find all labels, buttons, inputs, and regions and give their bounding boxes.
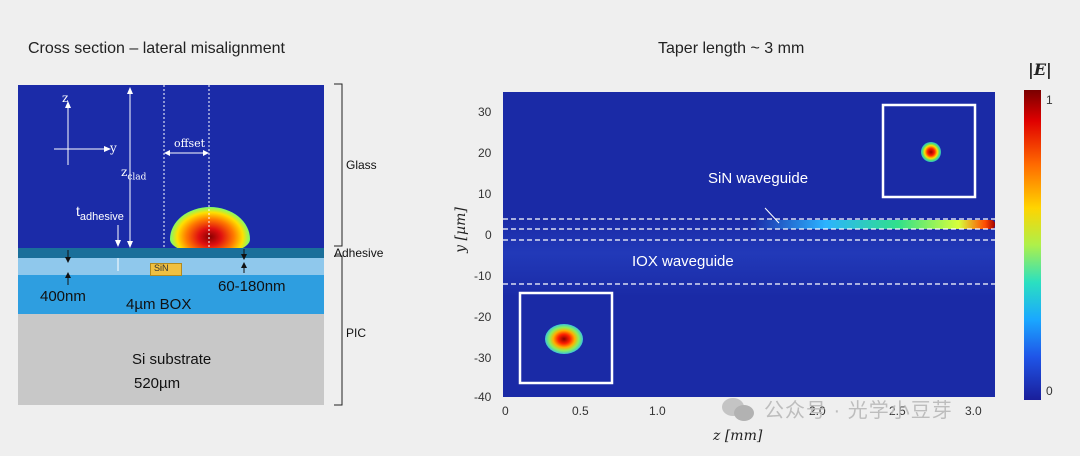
substrate-thickness-label: 520µm <box>134 375 181 392</box>
axis-y-label: y <box>110 141 117 155</box>
x-tick: 2.0 <box>809 404 826 418</box>
adhesive-layer <box>18 248 324 258</box>
plot-overlays <box>503 103 995 385</box>
dim-400nm-label: 400nm <box>40 288 86 305</box>
wechat-icon <box>722 396 756 422</box>
axis-z-label: z <box>62 91 69 105</box>
y-tick: 30 <box>478 105 492 119</box>
cross-section-title: Cross section – lateral misalignment <box>28 40 285 57</box>
t-adhesive-main: t <box>76 203 80 219</box>
iox-waveguide-annotation: IOX waveguide <box>632 253 734 270</box>
field-plot: SiN waveguide IOX waveguide <box>503 92 995 397</box>
inset-mode-iox <box>545 324 583 354</box>
x-tick: 1.0 <box>649 404 666 418</box>
cross-section-diagram: SiN z y offset zclad <box>18 85 324 405</box>
inset-mode-sin <box>921 142 941 162</box>
colorbar-min-label: 0 <box>1046 384 1053 398</box>
colorbar-title: |E| <box>1028 60 1052 79</box>
sin-label: SiN <box>154 263 169 273</box>
sin-core <box>150 263 182 276</box>
side-label-glass: Glass <box>346 158 377 172</box>
z-clad-main: z <box>121 165 128 179</box>
plot-title: Taper length ~ 3 mm <box>658 40 805 57</box>
y-tick: 20 <box>478 146 492 160</box>
y-tick: -30 <box>474 351 492 365</box>
sin-waveguide-annotation: SiN waveguide <box>708 170 809 187</box>
z-clad-sub: clad <box>127 172 147 183</box>
cross-section-annotations <box>54 85 247 285</box>
watermark-text: 公众号 · 光学小豆芽 <box>764 400 953 422</box>
x-tick: 3.0 <box>965 404 982 418</box>
y-tick: -10 <box>474 269 492 283</box>
dim-60-180nm-label: 60-180nm <box>218 278 286 295</box>
mode-field-spot <box>170 207 250 253</box>
side-label-adhesive: Adhesive <box>334 246 384 260</box>
y-tick: 10 <box>478 187 492 201</box>
x-tick: 2.5 <box>889 404 906 418</box>
colorbar <box>1024 90 1041 400</box>
y-tick: 0 <box>485 228 492 242</box>
y-axis-label: y [µm] <box>452 207 469 253</box>
x-axis-label: z [mm] <box>713 428 763 444</box>
x-tick: 0 <box>502 404 509 418</box>
z-clad-label: zclad <box>121 165 146 182</box>
colorbar-max-label: 1 <box>1046 93 1053 107</box>
side-label-pic: PIC <box>346 326 367 340</box>
box-layer <box>18 275 324 314</box>
side-brackets <box>334 83 343 406</box>
t-adhesive-label: tadhesive <box>76 203 124 223</box>
offset-label: offset <box>174 137 206 150</box>
x-tick: 0.5 <box>572 404 589 418</box>
substrate-label: Si substrate <box>132 351 212 368</box>
y-tick: -20 <box>474 310 492 324</box>
watermark: 公众号 · 光学小豆芽 <box>722 394 953 423</box>
t-adhesive-sub: adhesive <box>79 210 124 223</box>
sin-mode-streak <box>753 220 995 229</box>
y-tick: -40 <box>474 390 492 404</box>
glass-region <box>18 85 324 248</box>
box-label: 4µm BOX <box>126 296 192 313</box>
substrate-layer <box>18 314 324 405</box>
